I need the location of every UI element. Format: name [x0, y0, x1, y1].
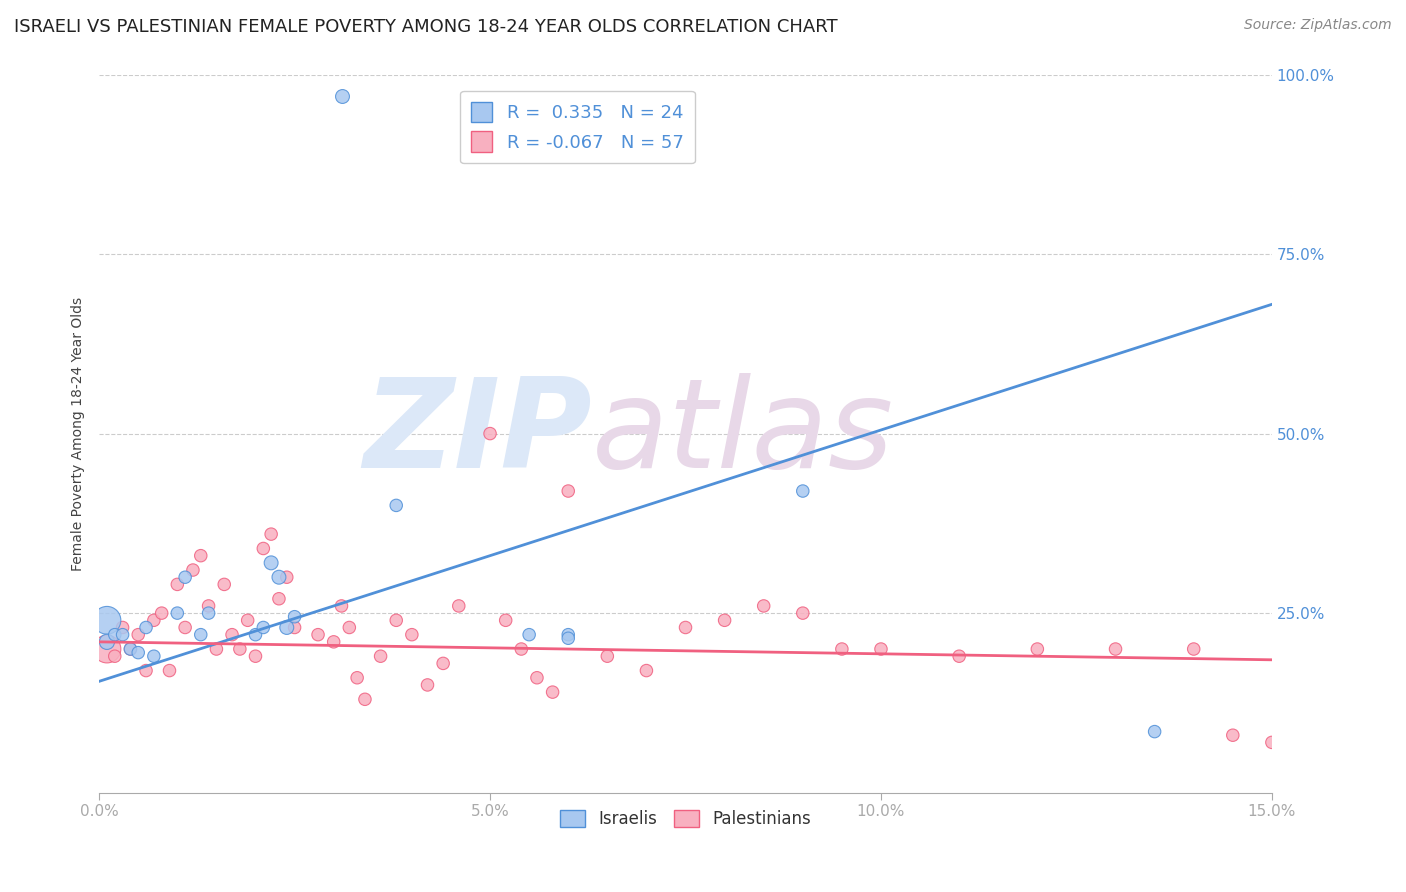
Point [1026, 642, 1049, 657]
Point [221, 628, 243, 642]
Point [307, 628, 329, 642]
Point [510, 642, 533, 657]
Point [447, 599, 470, 613]
Text: Source: ZipAtlas.com: Source: ZipAtlas.com [1244, 18, 1392, 32]
Point [260, 527, 283, 541]
Point [636, 664, 658, 678]
Point [322, 635, 344, 649]
Point [557, 628, 579, 642]
Point [713, 613, 735, 627]
Point [479, 426, 502, 441]
Point [330, 599, 353, 613]
Point [197, 599, 219, 613]
Point [150, 606, 173, 620]
Point [252, 620, 274, 634]
Point [166, 606, 188, 620]
Point [267, 591, 290, 606]
Legend: Israelis, Palestinians: Israelis, Palestinians [554, 803, 818, 835]
Point [1143, 724, 1166, 739]
Point [135, 664, 157, 678]
Point [252, 541, 274, 556]
Point [370, 649, 392, 664]
Point [96, 642, 118, 657]
Text: ZIP: ZIP [363, 373, 592, 494]
Point [284, 620, 307, 634]
Point [276, 570, 298, 584]
Point [127, 646, 149, 660]
Point [337, 620, 360, 634]
Point [792, 483, 814, 498]
Point [752, 599, 775, 613]
Point [267, 570, 290, 584]
Point [495, 613, 517, 627]
Point [541, 685, 564, 699]
Point [346, 671, 368, 685]
Point [142, 649, 165, 664]
Point [526, 671, 548, 685]
Point [401, 628, 423, 642]
Point [432, 657, 454, 671]
Point [675, 620, 697, 634]
Point [127, 628, 149, 642]
Point [416, 678, 439, 692]
Point [104, 628, 127, 642]
Point [212, 577, 235, 591]
Point [104, 649, 127, 664]
Point [557, 483, 579, 498]
Point [276, 620, 298, 634]
Point [197, 606, 219, 620]
Point [236, 613, 259, 627]
Point [205, 642, 228, 657]
Point [159, 664, 181, 678]
Point [870, 642, 893, 657]
Point [1104, 642, 1126, 657]
Point [166, 577, 188, 591]
Point [245, 628, 267, 642]
Point [96, 613, 118, 627]
Y-axis label: Female Poverty Among 18-24 Year Olds: Female Poverty Among 18-24 Year Olds [72, 296, 86, 571]
Point [354, 692, 377, 706]
Point [557, 632, 579, 646]
Point [96, 635, 118, 649]
Point [1222, 728, 1244, 742]
Point [111, 620, 134, 634]
Point [284, 609, 307, 624]
Point [190, 549, 212, 563]
Point [120, 642, 142, 657]
Point [596, 649, 619, 664]
Point [190, 628, 212, 642]
Point [142, 613, 165, 627]
Point [792, 606, 814, 620]
Point [120, 642, 142, 657]
Point [245, 649, 267, 664]
Text: ISRAELI VS PALESTINIAN FEMALE POVERTY AMONG 18-24 YEAR OLDS CORRELATION CHART: ISRAELI VS PALESTINIAN FEMALE POVERTY AM… [14, 18, 838, 36]
Point [174, 620, 197, 634]
Point [831, 642, 853, 657]
Point [1261, 735, 1284, 749]
Text: atlas: atlas [592, 373, 894, 494]
Point [948, 649, 970, 664]
Point [174, 570, 197, 584]
Point [385, 613, 408, 627]
Point [385, 499, 408, 513]
Point [181, 563, 204, 577]
Point [135, 620, 157, 634]
Point [111, 628, 134, 642]
Point [517, 628, 540, 642]
Point [229, 642, 252, 657]
Point [260, 556, 283, 570]
Point [1182, 642, 1205, 657]
Point [330, 89, 353, 103]
